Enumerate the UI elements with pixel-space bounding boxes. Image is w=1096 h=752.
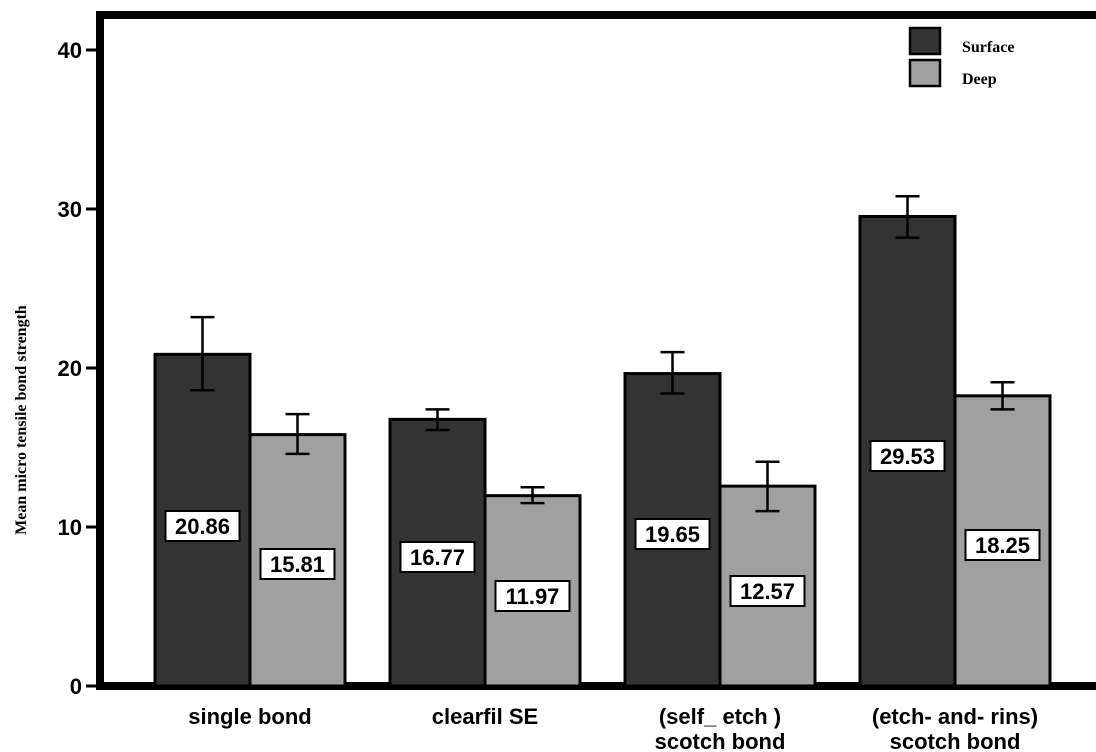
data-label-box	[494, 580, 571, 612]
x-category-label: single bond	[188, 704, 311, 729]
data-label-deep-3: 18.25	[975, 533, 1030, 558]
data-label-box	[164, 510, 241, 542]
data-label-deep-2: 12.57	[740, 579, 795, 604]
data-label-deep-1: 11.97	[506, 584, 560, 609]
data-label-box	[399, 541, 476, 573]
data-label-box	[634, 518, 711, 550]
x-category-label: scotch bond	[655, 729, 786, 752]
legend-swatch-surface	[908, 26, 942, 56]
data-label-box	[869, 440, 946, 472]
x-category-label: (self_ etch )	[659, 704, 781, 729]
data-label-surface-3: 29.53	[880, 444, 935, 469]
y-tick-label: 0	[70, 674, 82, 699]
x-axis: single bond clearfil SE (self_ etch )scotc…	[188, 704, 1038, 752]
error-bars-layer	[190, 195, 1015, 513]
data-label-box	[964, 529, 1041, 561]
legend-swatch-deep	[908, 58, 942, 88]
x-category-label: scotch bond	[890, 729, 1021, 752]
data-label-box	[259, 548, 336, 580]
y-axis: 0 10 20 30 40	[58, 38, 100, 699]
data-label-surface-1: 16.77	[410, 545, 465, 570]
legend-label-surface: Surface	[962, 39, 1014, 56]
y-tick-label: 10	[58, 515, 82, 540]
x-category-label: (etch- and- rins)	[872, 704, 1038, 729]
y-tick-label: 20	[58, 356, 82, 381]
y-axis-title: Mean micro tensile bond strength	[13, 305, 30, 535]
legend-label-deep: Deep	[962, 71, 997, 88]
data-label-deep-0: 15.81	[270, 552, 325, 577]
y-tick-label: 40	[58, 38, 82, 63]
y-tick-label: 30	[58, 197, 82, 222]
data-label-surface-0: 20.86	[175, 514, 230, 539]
legend: Surface Deep	[908, 26, 1014, 88]
data-label-box	[729, 575, 806, 607]
data-label-surface-2: 19.65	[645, 522, 700, 547]
x-category-label: clearfil SE	[432, 704, 538, 729]
data-labels-layer: 20.86 16.77 19.65 29.53 15.81 11.97 12.57 18.25	[164, 440, 1041, 612]
